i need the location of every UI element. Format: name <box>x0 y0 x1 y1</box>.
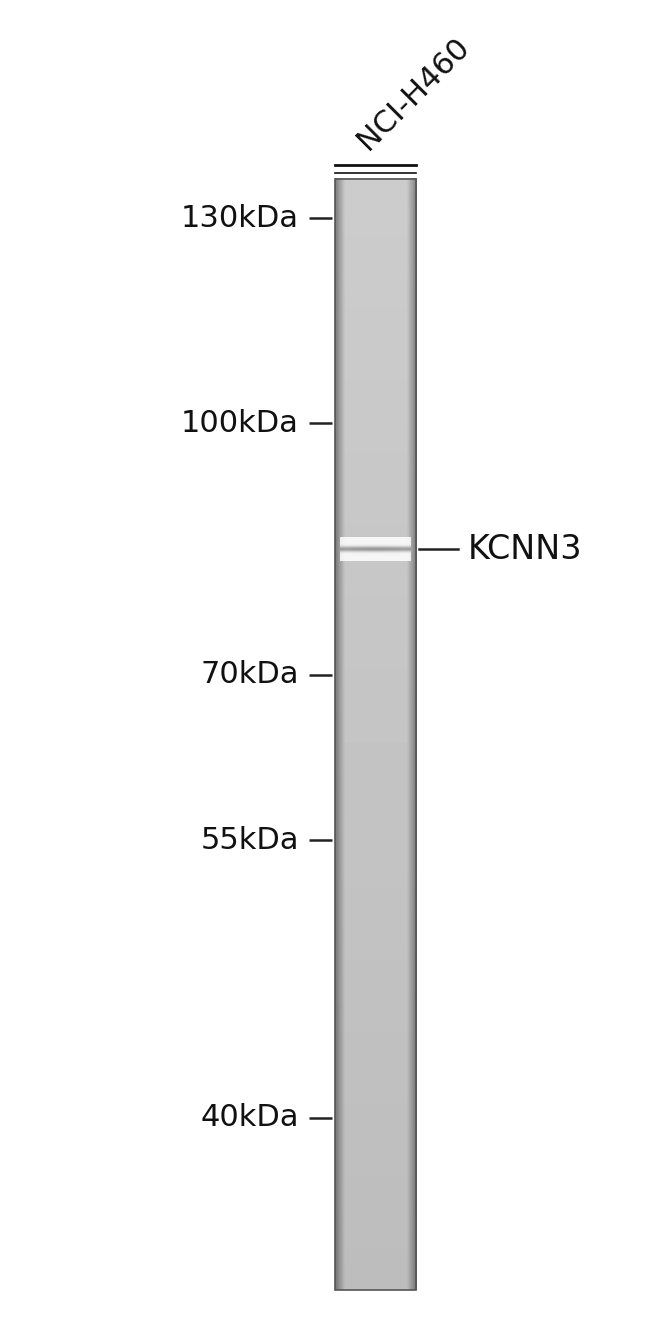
Text: 70kDa: 70kDa <box>200 660 299 689</box>
Text: 100kDa: 100kDa <box>181 409 299 438</box>
Text: 40kDa: 40kDa <box>200 1103 299 1132</box>
Text: 130kDa: 130kDa <box>181 204 299 233</box>
Text: KCNN3: KCNN3 <box>468 533 582 565</box>
Bar <box>335 179 416 1290</box>
Text: NCI-H460: NCI-H460 <box>352 32 475 155</box>
Text: 55kDa: 55kDa <box>200 826 299 855</box>
